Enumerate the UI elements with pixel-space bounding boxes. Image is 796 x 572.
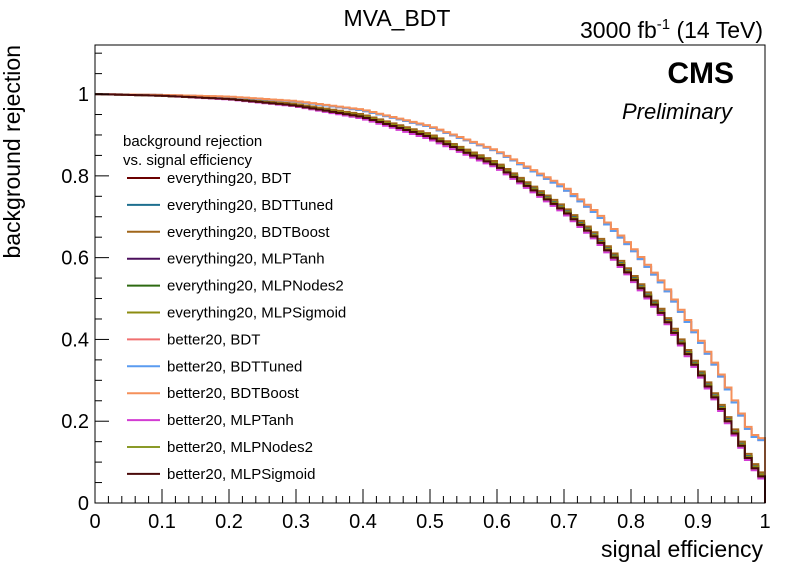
chart-title: MVA_BDT [344,5,451,31]
y-tick-label: 0.8 [61,166,89,188]
legend-entry-label: everything20, BDT [167,170,291,187]
x-tick-label: 0.6 [483,511,511,533]
legend-entry-label: better20, BDT [167,331,260,348]
legend-entry-label: better20, BDTTuned [167,358,302,375]
x-tick-label: 0.5 [416,511,444,533]
x-tick-label: 0 [89,511,100,533]
legend-entry-label: better20, MLPSigmoid [167,466,315,483]
legend-title-line2: vs. signal efficiency [123,152,252,169]
y-tick-label: 0.6 [61,248,89,270]
series-line-8 [95,93,766,503]
legend-entry-label: everything20, BDTTuned [167,197,333,214]
legend-entry-label: better20, BDTBoost [167,385,300,402]
legend-entry-label: better20, MLPNodes2 [167,439,313,456]
x-tick-label: 0.1 [148,511,176,533]
y-tick-label: 1 [78,84,89,106]
legend-entry-label: everything20, MLPNodes2 [167,278,344,295]
legend-entry-label: everything20, MLPSigmoid [167,305,346,322]
legend-entry-label: better20, MLPTanh [167,412,294,429]
legend-title-line1: background rejection [123,133,262,150]
series-line-11 [95,93,766,503]
y-axis-label: background rejection [0,45,25,259]
experiment-label: CMS [667,57,734,90]
lumi-label: 3000 fb-1 (14 TeV) [580,16,763,43]
x-tick-label: 0.3 [282,511,310,533]
y-tick-label: 0 [78,493,89,515]
x-tick-label: 1 [759,511,770,533]
y-tick-label: 0.4 [61,329,89,351]
x-tick-label: 0.7 [550,511,578,533]
x-axis-ticks: 0 0.1 0.2 0.3 0.4 0.5 0.6 0.7 0.8 0.9 1 [89,489,771,533]
legend-entry-label: everything20, BDTBoost [167,224,330,241]
x-tick-label: 0.4 [349,511,377,533]
status-label: Preliminary [622,99,734,124]
curve-layer [95,93,766,503]
x-axis-label: signal efficiency [601,536,763,562]
legend-entry-label: everything20, MLPTanh [167,251,325,268]
y-tick-label: 0.2 [61,411,89,433]
axes: 0 0.1 0.2 0.3 0.4 0.5 0.6 0.7 0.8 0.9 1 0 0.2 0.4 0.6… [61,44,771,533]
x-tick-label: 0.9 [684,511,712,533]
x-tick-label: 0.8 [617,511,645,533]
y-axis-ticks: 0 0.2 0.4 0.6 0.8 1 [61,52,109,515]
legend-entries: everything20, BDT everything20, BDTTuned e… [127,170,346,483]
x-tick-label: 0.2 [215,511,243,533]
legend: background rejection vs. signal efficien… [123,133,346,483]
